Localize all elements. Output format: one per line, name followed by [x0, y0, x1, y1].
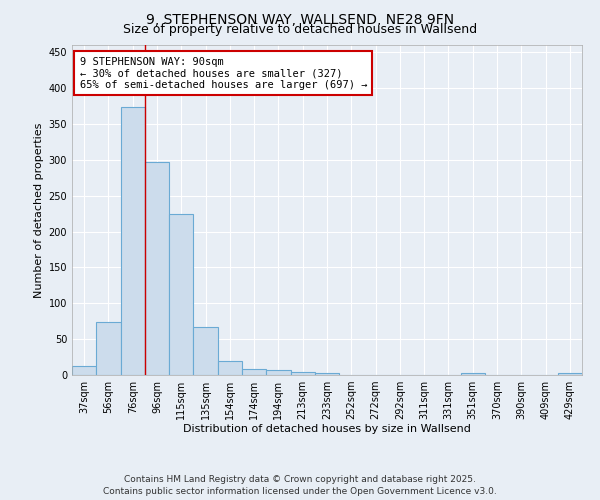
Bar	[242, 370, 266, 375]
Bar	[266, 370, 290, 375]
Bar	[72, 366, 96, 375]
Bar	[193, 327, 218, 375]
Bar	[121, 108, 145, 375]
Bar	[218, 360, 242, 375]
Text: 9 STEPHENSON WAY: 90sqm
← 30% of detached houses are smaller (327)
65% of semi-d: 9 STEPHENSON WAY: 90sqm ← 30% of detache…	[80, 56, 367, 90]
Bar	[558, 373, 582, 375]
Bar	[169, 214, 193, 375]
Text: Size of property relative to detached houses in Wallsend: Size of property relative to detached ho…	[123, 24, 477, 36]
Bar	[461, 373, 485, 375]
Bar	[96, 322, 121, 375]
X-axis label: Distribution of detached houses by size in Wallsend: Distribution of detached houses by size …	[183, 424, 471, 434]
Text: 9, STEPHENSON WAY, WALLSEND, NE28 9FN: 9, STEPHENSON WAY, WALLSEND, NE28 9FN	[146, 12, 454, 26]
Bar	[290, 372, 315, 375]
Bar	[315, 373, 339, 375]
Y-axis label: Number of detached properties: Number of detached properties	[34, 122, 44, 298]
Bar	[145, 162, 169, 375]
Text: Contains HM Land Registry data © Crown copyright and database right 2025.
Contai: Contains HM Land Registry data © Crown c…	[103, 474, 497, 496]
